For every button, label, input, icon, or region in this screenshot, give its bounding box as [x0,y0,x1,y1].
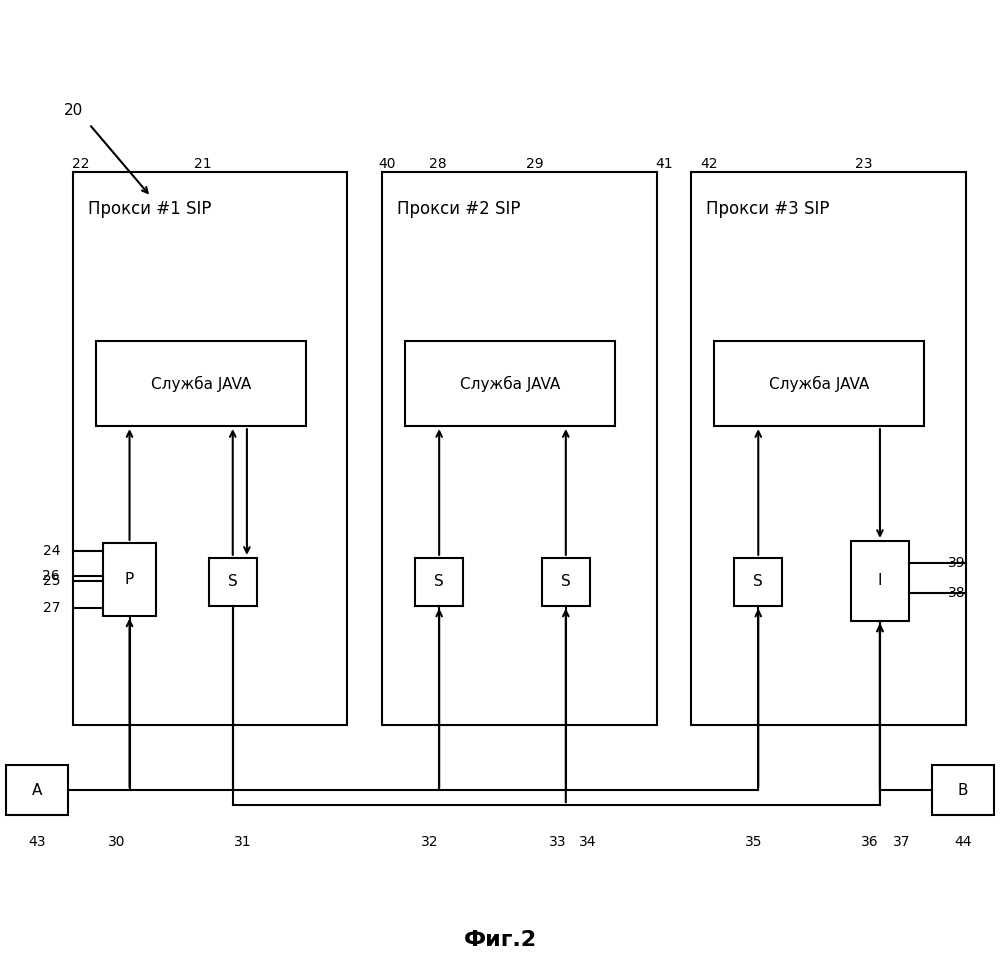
Text: S: S [228,574,238,589]
FancyBboxPatch shape [209,557,257,606]
Text: 32: 32 [420,835,438,849]
Text: 27: 27 [42,601,60,615]
Text: A: A [32,783,42,797]
Text: Прокси #2 SIP: Прокси #2 SIP [397,200,521,218]
Text: Прокси #1 SIP: Прокси #1 SIP [88,200,212,218]
Text: 35: 35 [745,835,762,849]
Text: 41: 41 [656,157,673,171]
FancyBboxPatch shape [714,342,924,426]
Text: Прокси #3 SIP: Прокси #3 SIP [706,200,830,218]
FancyBboxPatch shape [73,172,347,725]
FancyBboxPatch shape [542,557,590,606]
FancyBboxPatch shape [405,342,615,426]
Text: S: S [753,574,763,589]
Text: 38: 38 [948,586,966,600]
Text: 23: 23 [855,157,873,171]
Text: Фиг.2: Фиг.2 [463,929,537,950]
Text: S: S [561,574,571,589]
Text: 28: 28 [429,157,447,171]
Text: B: B [957,783,968,797]
Text: 37: 37 [893,835,911,849]
Text: 33: 33 [549,835,567,849]
FancyBboxPatch shape [734,557,782,606]
Text: 22: 22 [72,157,90,171]
Text: Служба JAVA: Служба JAVA [460,376,560,392]
Text: 30: 30 [108,835,125,849]
FancyBboxPatch shape [96,342,306,426]
Text: 20: 20 [64,103,83,117]
FancyBboxPatch shape [851,541,909,620]
Text: Служба JAVA: Служба JAVA [769,376,869,392]
Text: 43: 43 [29,835,46,849]
Text: 26: 26 [42,569,60,583]
Text: 31: 31 [234,835,252,849]
Text: 42: 42 [701,157,718,171]
Text: P: P [125,572,134,586]
FancyBboxPatch shape [691,172,966,725]
Text: I: I [878,573,882,588]
Text: 24: 24 [42,544,60,557]
Text: S: S [434,574,444,589]
FancyBboxPatch shape [932,765,994,815]
Text: 29: 29 [526,157,544,171]
Text: 36: 36 [861,835,879,849]
Text: 34: 34 [579,835,597,849]
Text: 21: 21 [194,157,212,171]
Text: 39: 39 [948,556,966,570]
Text: Служба JAVA: Служба JAVA [151,376,251,392]
Text: 40: 40 [379,157,396,171]
FancyBboxPatch shape [382,172,657,725]
Text: 25: 25 [42,574,60,587]
FancyBboxPatch shape [6,765,68,815]
Text: 44: 44 [954,835,971,849]
FancyBboxPatch shape [415,557,463,606]
FancyBboxPatch shape [103,543,156,616]
